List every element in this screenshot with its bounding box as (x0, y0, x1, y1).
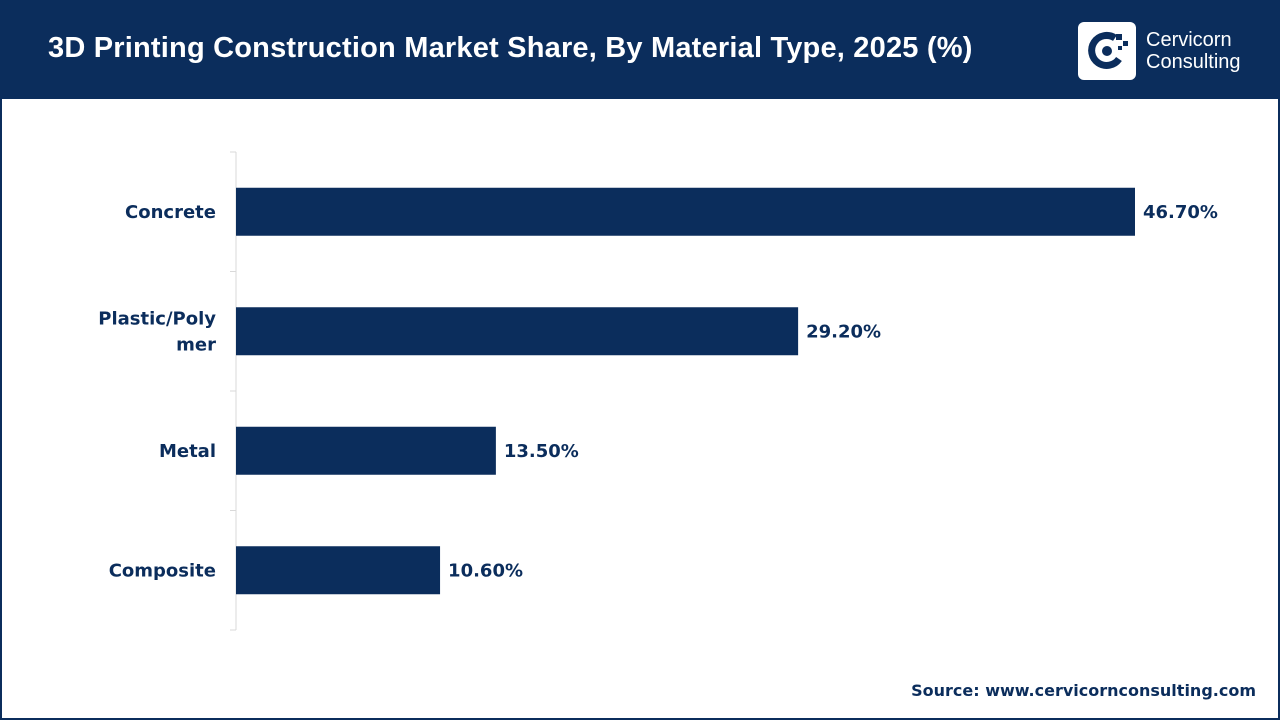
category-label: Metal (159, 441, 216, 462)
source-note: Source: www.cervicornconsulting.com (911, 681, 1256, 700)
brand-logo: Cervicorn Consulting (1078, 22, 1241, 80)
bar-concrete (236, 187, 1135, 236)
bar-plastic-polymer (236, 307, 799, 356)
logo-line-1: Cervicorn (1146, 29, 1232, 51)
value-label: 46.70% (1143, 202, 1218, 223)
value-label: 13.50% (504, 441, 579, 462)
category-label: mer (176, 334, 216, 355)
bar-composite (236, 546, 441, 595)
category-label: Plastic/Poly (98, 308, 216, 329)
cervicorn-logo-icon (1078, 22, 1136, 80)
value-label: 10.60% (448, 560, 523, 581)
category-label: Composite (109, 560, 216, 581)
logo-text: Cervicorn Consulting (1146, 29, 1241, 73)
value-label: 29.20% (806, 321, 881, 342)
category-label: Concrete (125, 202, 216, 223)
header-bar: 3D Printing Construction Market Share, B… (2, 2, 1278, 99)
logo-line-2: Consulting (1146, 51, 1241, 73)
bar-metal (236, 426, 496, 475)
chart-title: 3D Printing Construction Market Share, B… (48, 32, 973, 64)
